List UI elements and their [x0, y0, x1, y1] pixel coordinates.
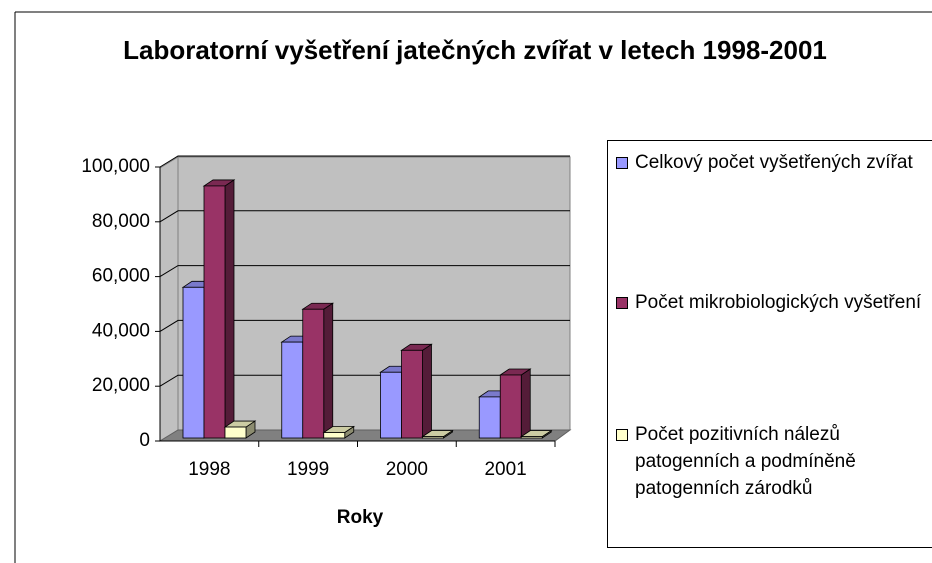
- y-tick-label: 40,000: [92, 320, 150, 341]
- y-tick-label: 60,000: [92, 266, 150, 287]
- grid-line: [159, 210, 570, 223]
- bar: [478, 396, 501, 439]
- legend-swatch: [616, 157, 628, 169]
- bar-side: [323, 302, 334, 439]
- legend-swatch: [616, 429, 628, 441]
- x-tick-label: 1999: [287, 459, 329, 480]
- bar: [281, 341, 304, 439]
- bar-side: [422, 343, 432, 439]
- legend-label: Celkový počet vyšetřených zvířat: [635, 152, 913, 173]
- x-tick-label: 2000: [386, 459, 428, 480]
- bar: [203, 185, 226, 439]
- bar-side: [520, 368, 531, 439]
- bar: [323, 432, 346, 439]
- grid-line: [159, 319, 570, 332]
- legend-label: Počet mikrobiologických vyšetření: [635, 292, 922, 313]
- side-wall: [159, 156, 179, 442]
- bar: [224, 426, 247, 439]
- x-tick-label: 2001: [484, 459, 526, 480]
- bar: [182, 286, 205, 439]
- bar-side: [224, 179, 235, 439]
- chart-title: Laboratorní vyšetření jatečných zvířat v…: [123, 35, 827, 65]
- x-axis-title: Roky: [337, 507, 384, 528]
- legend-swatch: [616, 297, 628, 309]
- bar: [302, 308, 325, 439]
- bar: [422, 436, 444, 439]
- legend-label: Počet pozitivních nálezů patogenních a p…: [635, 424, 856, 499]
- grid-line: [159, 265, 570, 278]
- y-tick-label: 100,000: [81, 156, 150, 177]
- x-tick-label: 1998: [188, 459, 230, 480]
- bar: [520, 436, 543, 439]
- grid-line: [159, 374, 570, 387]
- y-tick-label: 20,000: [92, 375, 150, 396]
- bar: [401, 349, 423, 439]
- grid-line: [159, 155, 570, 168]
- bar: [380, 371, 402, 439]
- legend: Celkový počet vyšetřených zvířat Počet mi…: [607, 140, 932, 548]
- bar: [499, 374, 522, 439]
- y-tick-label: 80,000: [92, 211, 150, 232]
- y-tick-label: 0: [139, 430, 150, 451]
